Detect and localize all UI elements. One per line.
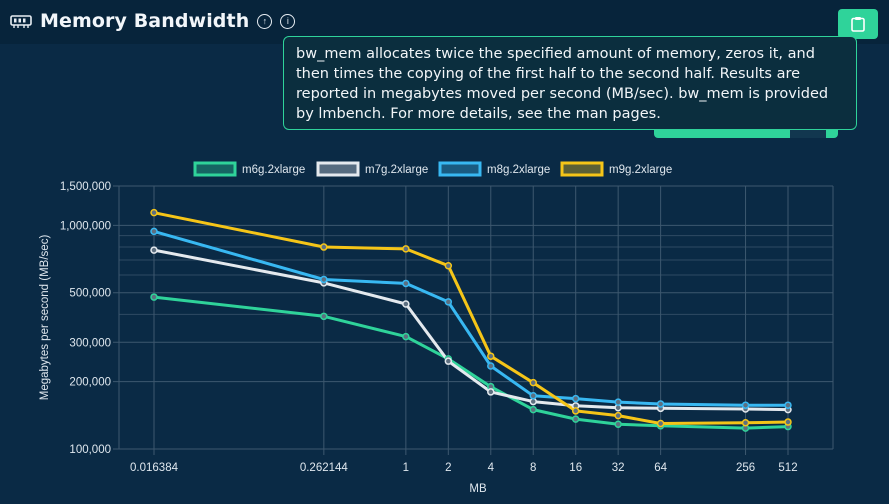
data-point-m8g.2xlarge xyxy=(656,400,665,408)
data-point-m9g.2xlarge xyxy=(320,243,328,251)
data-point-m8g.2xlarge xyxy=(444,298,453,306)
legend-swatch-m6g.2xlarge xyxy=(193,161,237,177)
x-axis-title: MB xyxy=(469,483,487,495)
legend-swatch-m9g.2xlarge xyxy=(560,161,604,177)
x-tick-label: 0.262144 xyxy=(300,462,349,474)
data-point-m7g.2xlarge xyxy=(402,300,410,308)
x-tick-label: 4 xyxy=(488,462,495,474)
data-point-m6g.2xlarge xyxy=(320,312,328,321)
x-tick-label: 1 xyxy=(403,462,409,474)
data-point-m6g.2xlarge xyxy=(150,293,158,301)
data-point-m9g.2xlarge xyxy=(444,261,453,270)
y-tick-label: 300,000 xyxy=(69,337,111,349)
y-tick-label: 500,000 xyxy=(69,288,111,300)
x-tick-label: 16 xyxy=(569,462,582,474)
x-tick-label: 512 xyxy=(778,462,797,474)
data-point-m6g.2xlarge xyxy=(402,332,410,341)
x-tick-label: 0.016384 xyxy=(130,462,179,474)
data-point-m9g.2xlarge xyxy=(402,245,410,253)
legend-label-m8g.2xlarge: m8g.2xlarge xyxy=(487,164,550,176)
y-axis-title: Megabytes per second (MB/sec) xyxy=(39,235,51,401)
data-point-m8g.2xlarge xyxy=(529,392,537,400)
series-line-m7g.2xlarge xyxy=(153,248,789,412)
data-point-m8g.2xlarge xyxy=(150,227,158,236)
y-tick-label: 1,500,000 xyxy=(60,181,111,193)
legend-label-m9g.2xlarge: m9g.2xlarge xyxy=(609,164,672,176)
legend-label-m6g.2xlarge: m6g.2xlarge xyxy=(242,164,305,176)
legend-swatch-m7g.2xlarge xyxy=(316,161,360,177)
x-tick-label: 8 xyxy=(530,462,536,474)
x-tick-label: 32 xyxy=(612,462,625,474)
data-point-m8g.2xlarge xyxy=(741,401,750,409)
data-point-m8g.2xlarge xyxy=(571,394,580,403)
data-point-m8g.2xlarge xyxy=(320,275,328,284)
data-point-m9g.2xlarge xyxy=(529,378,537,387)
data-point-m8g.2xlarge xyxy=(614,398,622,406)
legend-swatch-m8g.2xlarge xyxy=(438,161,482,177)
data-point-m8g.2xlarge xyxy=(487,362,495,370)
info-circle-icon[interactable]: i xyxy=(280,13,296,29)
data-point-m6g.2xlarge xyxy=(614,420,622,429)
page-title: Memory Bandwidth xyxy=(40,10,250,32)
data-point-m9g.2xlarge xyxy=(150,208,158,217)
data-point-m9g.2xlarge xyxy=(741,419,750,427)
clipboard-icon xyxy=(851,17,865,32)
data-point-m9g.2xlarge xyxy=(656,419,665,428)
series-line-m9g.2xlarge xyxy=(153,211,789,425)
data-point-m9g.2xlarge xyxy=(784,418,792,426)
x-tick-label: 256 xyxy=(736,462,755,474)
y-tick-label: 100,000 xyxy=(69,444,111,456)
data-point-m8g.2xlarge xyxy=(402,279,410,288)
data-point-m7g.2xlarge xyxy=(444,357,453,365)
info-tooltip: bw_mem allocates twice the specified amo… xyxy=(283,36,857,130)
data-point-m9g.2xlarge xyxy=(571,407,580,415)
data-point-m6g.2xlarge xyxy=(529,405,537,414)
data-point-m6g.2xlarge xyxy=(571,415,580,423)
data-point-m9g.2xlarge xyxy=(614,411,622,420)
title-group: Memory Bandwidth ↑ i xyxy=(10,6,296,36)
x-tick-label: 2 xyxy=(445,462,451,474)
copy-button[interactable] xyxy=(838,9,878,39)
legend-label-m7g.2xlarge: m7g.2xlarge xyxy=(365,164,428,176)
arrow-up-circle-icon[interactable]: ↑ xyxy=(257,13,273,29)
y-tick-label: 200,000 xyxy=(69,377,111,389)
data-point-m7g.2xlarge xyxy=(150,246,158,254)
data-point-m7g.2xlarge xyxy=(487,388,495,396)
tooltip-text: bw_mem allocates twice the specified amo… xyxy=(296,46,829,122)
y-tick-label: 1,000,000 xyxy=(60,220,111,232)
x-tick-label: 64 xyxy=(654,462,667,474)
data-point-m8g.2xlarge xyxy=(784,401,792,409)
data-point-m9g.2xlarge xyxy=(487,352,495,360)
memory-icon xyxy=(10,15,32,28)
